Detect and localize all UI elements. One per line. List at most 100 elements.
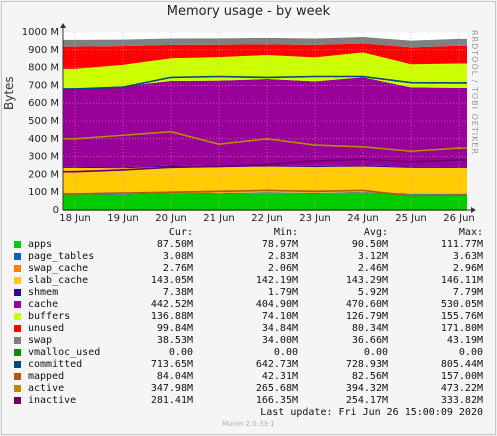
legend-header-max: Max:: [458, 227, 483, 238]
legend-avg-active: 394.32M: [345, 383, 388, 394]
x-tick-label: 23 Jun: [299, 213, 331, 224]
legend-min-mapped: 42.31M: [261, 371, 298, 382]
line-committed: [63, 75, 467, 90]
legend-name-committed: committed: [28, 359, 83, 370]
y-tick-label: 900 M: [28, 45, 59, 56]
legend-min-committed: 642.73M: [255, 359, 298, 370]
y-tick-label: 100 M: [28, 187, 59, 198]
legend-swatch-page_tables: [14, 253, 21, 260]
legend-avg-page_tables: 3.12M: [357, 251, 388, 262]
memory-chart: 0 100 M 200 M 300 M 400 M 500 M 600 M 700 M 800 …: [22, 23, 476, 224]
y-tick-label: 200 M: [28, 169, 59, 180]
legend-row-cache: cache 442.52M 404.90M 470.60M 530.05M: [10, 299, 490, 311]
x-tick-label: 20 Jun: [155, 213, 187, 224]
legend-name-page_tables: page_tables: [28, 251, 95, 262]
legend-swatch-active: [14, 385, 21, 392]
x-tick-label: 22 Jun: [251, 213, 283, 224]
legend-max-mapped: 157.00M: [440, 371, 483, 382]
x-axis-arrow: [471, 207, 476, 213]
legend-cur-swap_cache: 2.76M: [162, 263, 193, 274]
legend-header-avg: Avg:: [363, 227, 388, 238]
legend-cur-inactive: 281.41M: [150, 395, 193, 406]
legend-max-unused: 171.80M: [440, 323, 483, 334]
legend-cur-buffers: 136.88M: [150, 311, 193, 322]
legend-min-apps: 78.97M: [261, 239, 298, 250]
legend-rows: apps 87.50M 78.97M 90.50M 111.77M page_tables…: [10, 239, 490, 407]
legend-swatch-cache: [14, 301, 21, 308]
legend-name-shmem: shmem: [28, 287, 59, 298]
legend-row-swap_cache: swap_cache 2.76M 2.06M 2.46M 2.96M: [10, 263, 490, 275]
legend-header-min: Min:: [273, 227, 298, 238]
legend-min-shmem: 1.79M: [267, 287, 298, 298]
area-swap: [63, 37, 467, 48]
legend-row-mapped: mapped 84.04M 42.31M 82.56M 157.00M: [10, 371, 490, 383]
area-shmem: [63, 165, 467, 169]
legend-row-apps: apps 87.50M 78.97M 90.50M 111.77M: [10, 239, 490, 251]
legend-avg-swap: 36.66M: [351, 335, 388, 346]
legend-avg-vmalloc_used: 0.00: [363, 347, 388, 358]
legend-header: Cur: Min: Avg: Max:: [10, 227, 490, 239]
legend-min-swap_cache: 2.06M: [267, 263, 298, 274]
y-tick-label: 600 M: [28, 98, 59, 109]
legend-name-buffers: buffers: [28, 311, 71, 322]
legend-min-unused: 34.84M: [261, 323, 298, 334]
legend-name-cache: cache: [28, 299, 59, 310]
legend-cur-vmalloc_used: 0.00: [168, 347, 193, 358]
area-apps: [63, 192, 467, 210]
y-tick-label: 400 M: [28, 134, 59, 145]
legend-max-active: 473.22M: [440, 383, 483, 394]
munin-version: Munin 2.0.33-1: [222, 420, 275, 428]
legend-row-swap: swap 38.53M 34.00M 36.66M 43.19M: [10, 335, 490, 347]
y-tick-label: 800 M: [28, 63, 59, 74]
legend-cur-swap: 38.53M: [156, 335, 193, 346]
legend-avg-unused: 80.34M: [351, 323, 388, 334]
line-mapped: [63, 189, 467, 197]
legend-avg-mapped: 82.56M: [351, 371, 388, 382]
legend-swatch-swap_cache: [14, 265, 21, 272]
y-tick-label: 300 M: [28, 152, 59, 163]
y-tick-label: 700 M: [28, 80, 59, 91]
legend-avg-apps: 90.50M: [351, 239, 388, 250]
last-update: Last update: Fri Jun 26 15:00:09 2020: [260, 407, 483, 418]
legend-cur-page_tables: 3.08M: [162, 251, 193, 262]
legend-swatch-unused: [14, 325, 21, 332]
legend-swatch-buffers: [14, 313, 21, 320]
legend-row-buffers: buffers 136.88M 74.10M 126.79M 155.76M: [10, 311, 490, 323]
x-tick-label: 24 Jun: [347, 213, 379, 224]
legend-swatch-vmalloc_used: [14, 349, 21, 356]
legend-cur-committed: 713.65M: [150, 359, 193, 370]
legend-name-apps: apps: [28, 239, 53, 250]
legend-avg-cache: 470.60M: [345, 299, 388, 310]
legend-cur-slab_cache: 143.05M: [150, 275, 193, 286]
legend-max-slab_cache: 146.11M: [440, 275, 483, 286]
legend-max-page_tables: 3.63M: [452, 251, 483, 262]
legend-max-shmem: 7.79M: [452, 287, 483, 298]
legend-max-cache: 530.05M: [440, 299, 483, 310]
legend-avg-slab_cache: 143.29M: [345, 275, 388, 286]
legend-name-slab_cache: slab_cache: [28, 275, 89, 286]
legend-min-active: 265.68M: [255, 383, 298, 394]
legend-min-page_tables: 2.83M: [267, 251, 298, 262]
chart-title: Memory usage - by week: [166, 4, 331, 19]
legend-cur-mapped: 84.04M: [156, 371, 193, 382]
legend-name-swap_cache: swap_cache: [28, 263, 89, 274]
legend-swatch-shmem: [14, 289, 21, 296]
legend: Cur: Min: Avg: Max: apps 87.50M 78.97M 90.5…: [10, 227, 490, 407]
legend-swatch-apps: [14, 241, 21, 248]
legend-name-inactive: inactive: [28, 395, 77, 406]
legend-name-unused: unused: [28, 323, 65, 334]
line-inactive: [63, 158, 467, 173]
legend-swatch-committed: [14, 361, 21, 368]
legend-name-vmalloc_used: vmalloc_used: [28, 347, 101, 358]
y-tick-label: 0: [53, 205, 59, 216]
legend-min-cache: 404.90M: [255, 299, 298, 310]
legend-cur-shmem: 7.38M: [162, 287, 193, 298]
legend-swatch-slab_cache: [14, 277, 21, 284]
legend-max-vmalloc_used: 0.00: [458, 347, 483, 358]
x-tick-label: 21 Jun: [203, 213, 235, 224]
y-tick-label: 1000 M: [22, 27, 59, 38]
legend-row-page_tables: page_tables 3.08M 2.83M 3.12M 3.63M: [10, 251, 490, 263]
legend-max-inactive: 333.82M: [440, 395, 483, 406]
legend-cur-unused: 99.84M: [156, 323, 193, 334]
legend-cur-apps: 87.50M: [156, 239, 193, 250]
